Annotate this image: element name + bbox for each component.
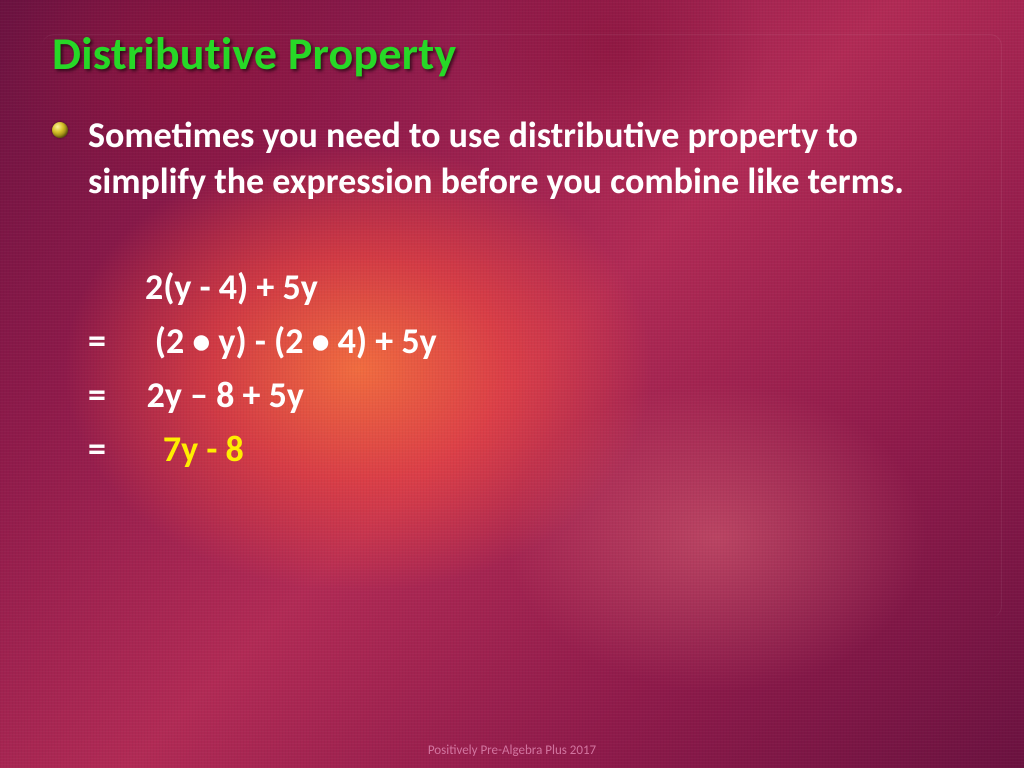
math-line-4-prefix: = [88, 427, 163, 471]
slide: Distributive Property Sometimes you need… [0, 0, 1024, 768]
math-line-4: = 7y - 8 [88, 422, 972, 476]
math-line-1: 2(y - 4) + 5y [88, 260, 972, 314]
math-steps: 2(y - 4) + 5y = (2 • y) - (2 • 4) + 5y =… [88, 260, 972, 476]
math-line-3: = 2y – 8 + 5y [88, 368, 972, 422]
bullet-icon [52, 122, 68, 138]
intro-text: Sometimes you need to use distributive p… [88, 112, 968, 204]
slide-title: Distributive Property [52, 26, 972, 82]
bullet-row: Sometimes you need to use distributive p… [88, 112, 972, 260]
math-answer: 7y - 8 [163, 427, 244, 471]
footer-credit: Positively Pre-Algebra Plus 2017 [0, 743, 1024, 758]
math-line-2: = (2 • y) - (2 • 4) + 5y [88, 314, 972, 368]
body-block: Sometimes you need to use distributive p… [52, 112, 972, 476]
